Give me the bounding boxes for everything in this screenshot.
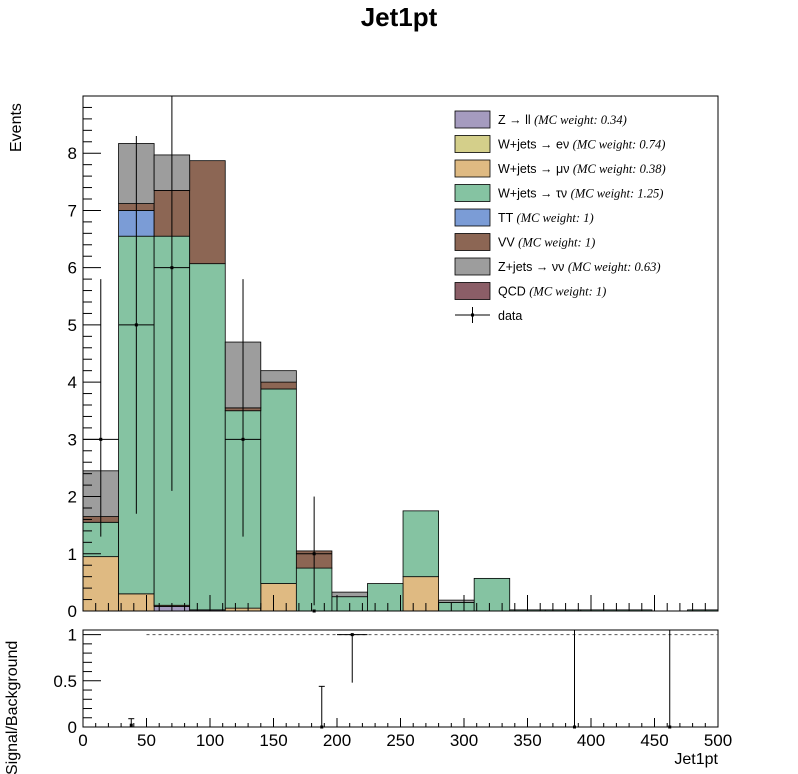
- y-axis-label: Events: [8, 103, 25, 152]
- ratio-point: [572, 725, 576, 729]
- stack-bar: [260, 583, 297, 612]
- legend-weight: (MC weight: 1): [517, 211, 594, 225]
- legend-entry: QCD (MC weight: 1): [498, 285, 606, 299]
- ratio-point: [129, 723, 133, 727]
- stack-bar: [331, 591, 368, 598]
- legend-weight: (MC weight: 1.25): [571, 187, 664, 201]
- data-point: [170, 266, 174, 270]
- x-tick-label: 50: [137, 731, 156, 750]
- y-tick-label: 3: [68, 430, 77, 449]
- legend-entry: W+jets → eν (MC weight: 0.74): [498, 138, 665, 152]
- x-tick-label: 500: [704, 731, 732, 750]
- stack-bar: [260, 388, 297, 584]
- legend-swatch: [454, 184, 491, 202]
- legend-weight: (MC weight: 0.74): [573, 138, 666, 152]
- ratio-frame: [82, 629, 719, 728]
- legend-swatch: [454, 257, 491, 276]
- y-tick-label: 8: [68, 144, 77, 163]
- y-tick-label: 4: [68, 373, 77, 392]
- legend-weight: (MC weight: 1): [529, 285, 606, 299]
- legend-swatch: [454, 208, 491, 227]
- y-tick-label: 1: [68, 545, 77, 564]
- data-point: [312, 552, 316, 556]
- y-tick-label: 2: [68, 488, 77, 507]
- stack-bar: [260, 370, 297, 383]
- main-plot: 0 1 2 3 4 5 6 7 8: [68, 95, 719, 621]
- ratio-point: [350, 633, 354, 637]
- ratio-y-tick-label: 1: [68, 626, 77, 645]
- legend-swatch: [454, 135, 491, 153]
- x-tick-label: 0: [78, 731, 87, 750]
- stack-bar: [438, 599, 475, 603]
- stack-bar: [189, 263, 226, 611]
- x-tick-label: 100: [196, 731, 224, 750]
- stack-bar: [118, 593, 155, 612]
- data-point: [134, 323, 138, 327]
- x-tick-label: 250: [386, 731, 414, 750]
- legend: Z → ll (MC weight: 0.34) W+jets → eν (MC …: [454, 110, 666, 323]
- legend-swatch: [454, 282, 491, 300]
- data-point: [241, 437, 245, 441]
- stack-bar: [402, 576, 440, 612]
- y-tick-label: 5: [68, 316, 77, 335]
- legend-entry: Z+jets → νν (MC weight: 0.63): [498, 260, 661, 274]
- stack-bar: [260, 381, 297, 390]
- legend-weight: (MC weight: 0.38): [573, 162, 666, 176]
- data-point: [312, 609, 316, 613]
- ratio-y-tick-label: 0: [68, 718, 77, 737]
- ratio-point: [668, 725, 672, 729]
- legend-data-marker: [471, 313, 474, 317]
- legend-weight: (MC weight: 0.34): [534, 113, 627, 127]
- chart-title: Jet1pt: [361, 2, 438, 32]
- stack-bar: [402, 510, 440, 578]
- legend-swatch: [454, 159, 491, 178]
- legend-entry: VV (MC weight: 1): [498, 236, 595, 250]
- ratio-plot: 0 50 100 150 200 250 300 350 400 450 500 0 0.5 1: [53, 626, 732, 750]
- y-tick-label: 7: [68, 201, 77, 220]
- ratio-y-axis-label: Signal/Background: [4, 641, 21, 774]
- legend-entry: W+jets → μν (MC weight: 0.38): [498, 162, 666, 176]
- legend-entry: W+jets → τν (MC weight: 1.25): [498, 187, 663, 201]
- legend-entry: Z → ll (MC weight: 0.34): [498, 113, 627, 127]
- legend-weight: (MC weight: 0.63): [568, 260, 661, 274]
- stack-bar: [367, 583, 404, 612]
- x-tick-label: 150: [259, 731, 287, 750]
- x-tick-label: 300: [450, 731, 478, 750]
- x-tick-label: 200: [323, 731, 351, 750]
- ratio-y-tick-label: 0.5: [53, 672, 77, 691]
- x-tick-label: 400: [577, 731, 605, 750]
- y-tick-label: 0: [68, 602, 77, 621]
- legend-swatch: [454, 233, 491, 251]
- legend-swatch: [454, 110, 491, 129]
- stack-bar: [189, 160, 226, 265]
- x-tick-label: 350: [513, 731, 541, 750]
- x-tick-label: 450: [640, 731, 668, 750]
- stack-bar: [473, 577, 511, 612]
- stack-bar: [438, 602, 475, 612]
- x-axis-label: Jet1pt: [674, 751, 718, 768]
- legend-entry: TT (MC weight: 1): [498, 211, 594, 225]
- legend-weight: (MC weight: 1): [518, 236, 595, 250]
- legend-entry-data: data: [498, 309, 522, 323]
- data-point: [99, 437, 103, 441]
- y-tick-label: 6: [68, 259, 77, 278]
- ratio-point: [320, 725, 324, 729]
